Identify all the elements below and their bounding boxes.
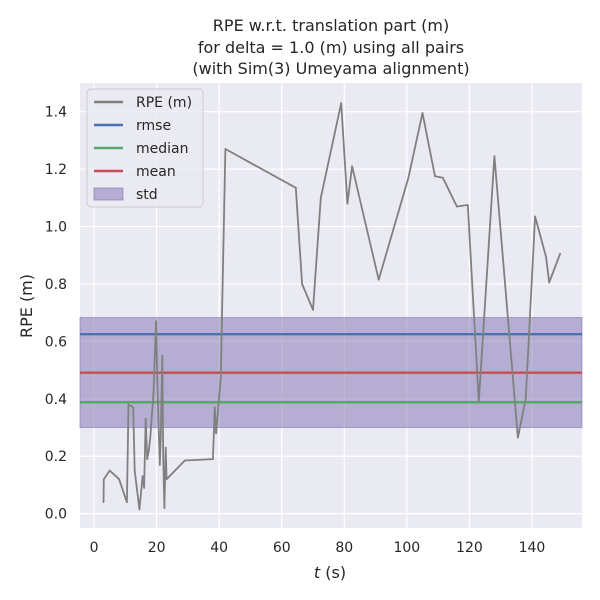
x-axis-label-variable: t xyxy=(314,563,321,582)
y-tick-label: 0.8 xyxy=(45,277,67,293)
rpe-data-point xyxy=(219,377,222,380)
rpe-data-point xyxy=(213,406,216,409)
rpe-data-point xyxy=(441,176,444,179)
y-tick-label: 0.0 xyxy=(45,507,67,523)
y-tick-label: 0.4 xyxy=(45,392,67,408)
rpe-data-point xyxy=(102,478,105,481)
chart-title-line-2: for delta = 1.0 (m) using all pairs xyxy=(198,38,464,57)
y-axis-label: RPE (m) xyxy=(17,274,36,338)
rpe-data-point xyxy=(108,469,111,472)
rpe-data-point xyxy=(312,308,314,311)
y-tick-label: 0.6 xyxy=(45,334,67,350)
x-tick-label: 60 xyxy=(273,540,291,556)
rpe-data-point xyxy=(516,436,519,439)
x-axis-label-unit: (s) xyxy=(320,563,346,582)
rpe-data-point xyxy=(163,507,166,509)
rpe-data-point xyxy=(301,283,303,285)
rpe-data-point xyxy=(183,459,186,462)
legend-box xyxy=(86,88,204,208)
rpe-data-point xyxy=(127,403,130,406)
x-tick-label: 20 xyxy=(148,540,166,556)
rpe-data-point xyxy=(149,435,152,438)
rpe-data-point xyxy=(466,204,469,206)
x-tick-label: 120 xyxy=(456,540,483,556)
rpe-data-point xyxy=(294,186,297,189)
rpe-data-point xyxy=(146,458,149,460)
chart-title-line-3: (with Sim(3) Umeyama alignment) xyxy=(192,59,469,78)
rpe-data-point xyxy=(534,215,536,218)
legend-label: mean xyxy=(136,164,176,180)
x-tick-label: 40 xyxy=(210,540,228,556)
rpe-data-point xyxy=(138,508,141,511)
x-axis-label: t (s) xyxy=(314,563,346,582)
rpe-data-point xyxy=(161,354,164,357)
rpe-data-point xyxy=(141,475,144,478)
x-tick-label: 100 xyxy=(393,540,420,556)
rpe-data-point xyxy=(144,418,147,420)
legend: RPE (m) rmse median mean std xyxy=(86,88,204,208)
chart-title-line-1: RPE w.r.t. translation part (m) xyxy=(213,16,449,35)
legend-label: median xyxy=(136,141,188,157)
rpe-data-point xyxy=(493,155,496,158)
stat-lines-layer xyxy=(80,333,582,404)
rpe-data-point xyxy=(152,392,155,394)
chart-title: RPE w.r.t. translation part (m) for delt… xyxy=(192,16,469,78)
rpe-data-point xyxy=(159,438,162,440)
rpe-data-point xyxy=(102,501,105,504)
x-tick-label: 0 xyxy=(90,540,99,556)
rpe-data-point xyxy=(434,175,436,178)
rpe-data-point xyxy=(351,165,354,168)
rpe-data-point xyxy=(477,400,480,403)
y-axis-ticks: 0.0 0.2 0.4 0.6 0.8 1.0 1.2 1.4 xyxy=(45,105,67,523)
rpe-data-point xyxy=(524,397,527,400)
x-tick-label: 80 xyxy=(335,540,353,556)
rpe-data-point xyxy=(126,501,128,504)
rpe-data-point xyxy=(224,148,227,150)
legend-label: RPE (m) xyxy=(136,95,192,111)
rpe-data-point xyxy=(158,463,161,466)
rpe-data-point xyxy=(559,252,562,255)
rpe-data-point xyxy=(133,469,136,472)
x-axis-ticks: 0 20 40 60 80 100 120 140 xyxy=(90,540,546,556)
rpe-data-point xyxy=(147,449,150,452)
legend-swatch-std xyxy=(93,187,124,201)
rpe-data-point xyxy=(215,432,217,435)
y-tick-label: 0.2 xyxy=(45,449,67,465)
rpe-data-point xyxy=(155,320,157,323)
rpe-data-point xyxy=(132,406,135,409)
rpe-data-point xyxy=(346,202,349,205)
x-tick-label: 140 xyxy=(519,540,546,556)
legend-label: rmse xyxy=(136,118,171,134)
rpe-data-point xyxy=(156,380,159,383)
y-tick-label: 1.0 xyxy=(45,220,67,236)
rpe-data-point xyxy=(455,205,458,208)
rpe-data-point xyxy=(545,255,547,258)
series-layer xyxy=(102,102,562,511)
rpe-data-point xyxy=(407,176,410,179)
rpe-data-point xyxy=(421,112,424,115)
legend-label: std xyxy=(136,187,158,203)
rpe-data-point xyxy=(377,278,380,281)
rpe-data-point xyxy=(319,196,322,199)
rpe-data-point xyxy=(340,102,343,104)
rpe-data-point xyxy=(143,486,146,489)
rpe-data-point xyxy=(118,478,120,481)
rpe-data-point xyxy=(162,455,165,458)
rpe-data-point xyxy=(548,281,551,284)
y-tick-label: 1.4 xyxy=(45,105,67,121)
rpe-data-point xyxy=(212,458,214,460)
y-tick-label: 1.2 xyxy=(45,162,67,178)
rpe-data-point xyxy=(165,478,168,481)
rpe-data-point xyxy=(164,446,167,449)
